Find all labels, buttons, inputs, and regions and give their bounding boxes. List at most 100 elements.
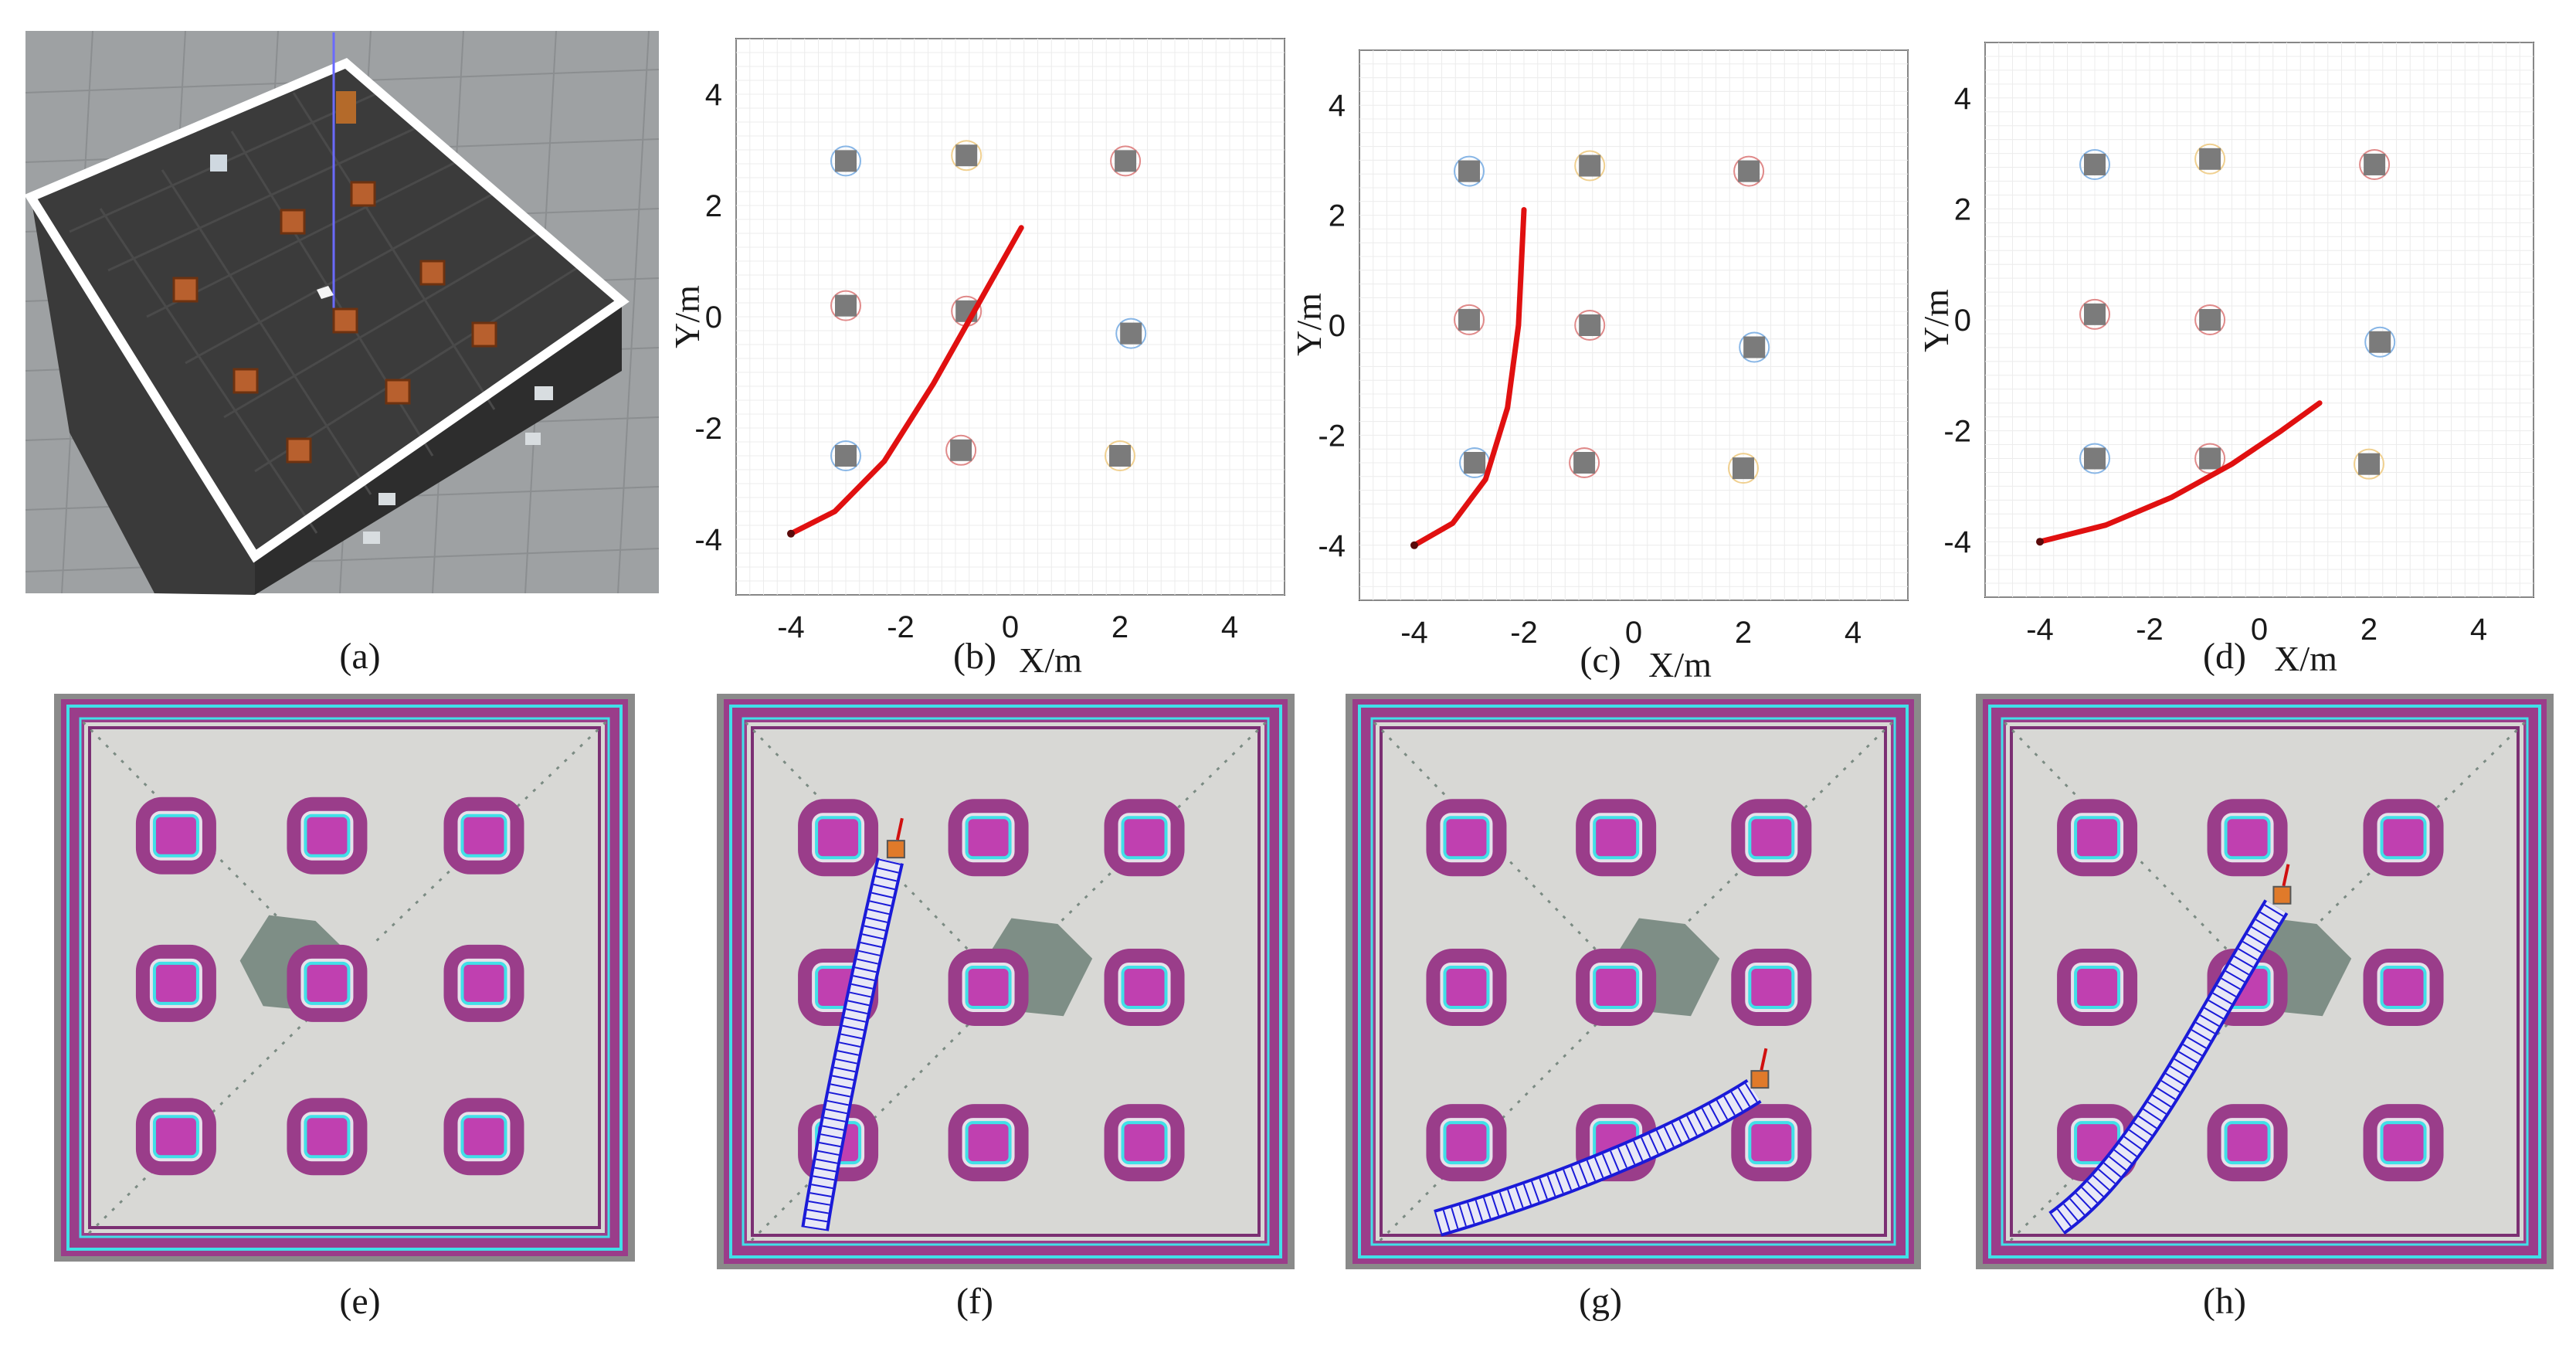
costmap-panel — [54, 694, 635, 1262]
obstacle-core — [1121, 1121, 1168, 1165]
planned-path-ribs — [804, 858, 901, 1231]
trajectory-plot: -4 -2 0 2 4 4 2 0 -2 -4 X/m Y/m — [1289, 49, 1909, 684]
obstacle-marker — [1738, 160, 1760, 182]
outer-window — [535, 386, 553, 400]
x-tick-label: -2 — [2136, 613, 2164, 647]
cube-obstacle — [471, 321, 497, 348]
y-tick-label: 4 — [1329, 89, 1346, 123]
trajectory-line — [2037, 400, 2323, 545]
obstacle-marker — [2369, 331, 2391, 353]
x-tick-label: -2 — [887, 610, 915, 644]
wall-inflation — [1352, 699, 1914, 1264]
caption-c: (c) — [1580, 640, 1621, 681]
x-axis-label: X/m — [2274, 639, 2337, 678]
obstacle-core — [304, 961, 351, 1005]
obstacle-marker — [1109, 445, 1131, 467]
y-tick-label: 2 — [1954, 192, 1971, 226]
x-tick-label: 0 — [2251, 613, 2268, 647]
trajectory-plots: -4 -2 0 2 4 4 2 0 -2 -4 X/m Y/m -4 -2 0 2 4 4 2 0 -2 -4 X/m Y/m… — [667, 38, 2534, 684]
obstacle-ring — [830, 440, 861, 471]
cube-obstacle — [332, 307, 358, 334]
obstacle-ring — [2079, 298, 2110, 330]
obstacle-marker — [1464, 452, 1486, 474]
obstacle-ring — [1569, 447, 1600, 478]
caption-f: (f) — [956, 1281, 993, 1322]
x-tick-label: -4 — [2026, 613, 2054, 647]
cube-obstacle — [172, 277, 199, 303]
start-point — [787, 529, 795, 538]
y-tick-label: -2 — [1318, 419, 1346, 453]
obstacle-ring — [1105, 440, 1135, 471]
obstacle-ring — [2079, 148, 2110, 180]
obstacle-marker — [1458, 308, 1480, 331]
obstacle-marker — [2084, 153, 2106, 175]
y-tick-label: 2 — [705, 189, 722, 223]
obstacle-marker — [1458, 160, 1480, 182]
planned-path-fill — [1434, 1082, 1760, 1234]
obstacle-marker — [2199, 447, 2221, 470]
obstacle-core — [1748, 965, 1795, 1009]
wall-inflation-edge — [751, 726, 1261, 1237]
obstacle-ring — [1733, 155, 1765, 187]
obstacle-marker — [2199, 148, 2221, 170]
obstacle-ring — [1574, 310, 1606, 341]
wall-picture — [336, 91, 356, 124]
obstacle-ring — [2354, 448, 2384, 480]
wall-inflation — [724, 699, 1288, 1264]
obstacle-marker — [1579, 155, 1601, 177]
obstacle-marker — [2364, 153, 2386, 175]
obstacle-marker — [1579, 314, 1601, 336]
obstacle-core — [1443, 965, 1490, 1009]
y-axis-label: Y/m — [1916, 289, 1956, 352]
wall-inflation-edge — [2010, 726, 2520, 1237]
obstacle-ring — [2079, 443, 2110, 474]
obstacle-core — [965, 816, 1012, 860]
obstacle-core — [460, 1115, 507, 1159]
outer-window — [525, 433, 541, 445]
robot-marker — [886, 840, 905, 859]
obstacle-core — [2074, 816, 2121, 860]
caption-a: (a) — [339, 636, 380, 677]
obstacle-core — [1121, 816, 1168, 860]
y-tick-label: -4 — [694, 523, 722, 557]
obstacle-marker — [955, 144, 978, 167]
wall-inflation — [1983, 699, 2547, 1264]
cube-obstacle — [419, 260, 446, 286]
obstacle-ring — [830, 290, 861, 321]
x-tick-label: 4 — [1845, 616, 1862, 650]
obstacle-core — [304, 813, 351, 858]
y-tick-label: -2 — [694, 412, 722, 446]
x-tick-label: 4 — [2470, 613, 2487, 647]
costmap-panel — [1346, 694, 1921, 1269]
obstacle-ring — [1110, 145, 1142, 177]
caption-d: (d) — [2203, 636, 2246, 677]
start-point — [1410, 541, 1418, 549]
cube-obstacle — [350, 181, 376, 207]
room-walls — [24, 58, 630, 563]
obstacle-ring — [1728, 453, 1759, 484]
wall-laser-scan — [742, 717, 1270, 1246]
obstacle-marker — [1573, 452, 1596, 474]
robot-marker — [1750, 1070, 1770, 1089]
obstacle-core — [2380, 1121, 2427, 1165]
wall-window — [210, 155, 227, 172]
obstacle-core — [1748, 816, 1795, 860]
x-tick-label: -2 — [1510, 616, 1538, 650]
wall-laser-scan — [1358, 705, 1909, 1258]
y-tick-label: 4 — [705, 78, 722, 112]
x-axis-label: X/m — [1648, 645, 1712, 684]
obstacle-ring — [2194, 304, 2226, 335]
outer-window — [378, 493, 395, 505]
caption-h: (h) — [2203, 1281, 2246, 1322]
costmap-panel — [1976, 694, 2554, 1269]
obstacle-marker — [835, 150, 857, 172]
cube-obstacles — [172, 181, 497, 464]
wall-inflation-edge — [1380, 726, 1887, 1237]
obstacle-core — [2074, 965, 2121, 1009]
trajectory-plot: -4 -2 0 2 4 4 2 0 -2 -4 X/m Y/m — [667, 38, 1285, 680]
robot-marker — [2272, 885, 2292, 905]
trajectory-line — [788, 225, 1024, 537]
obstacle-core — [965, 965, 1012, 1009]
y-tick-label: 0 — [1954, 304, 1971, 338]
